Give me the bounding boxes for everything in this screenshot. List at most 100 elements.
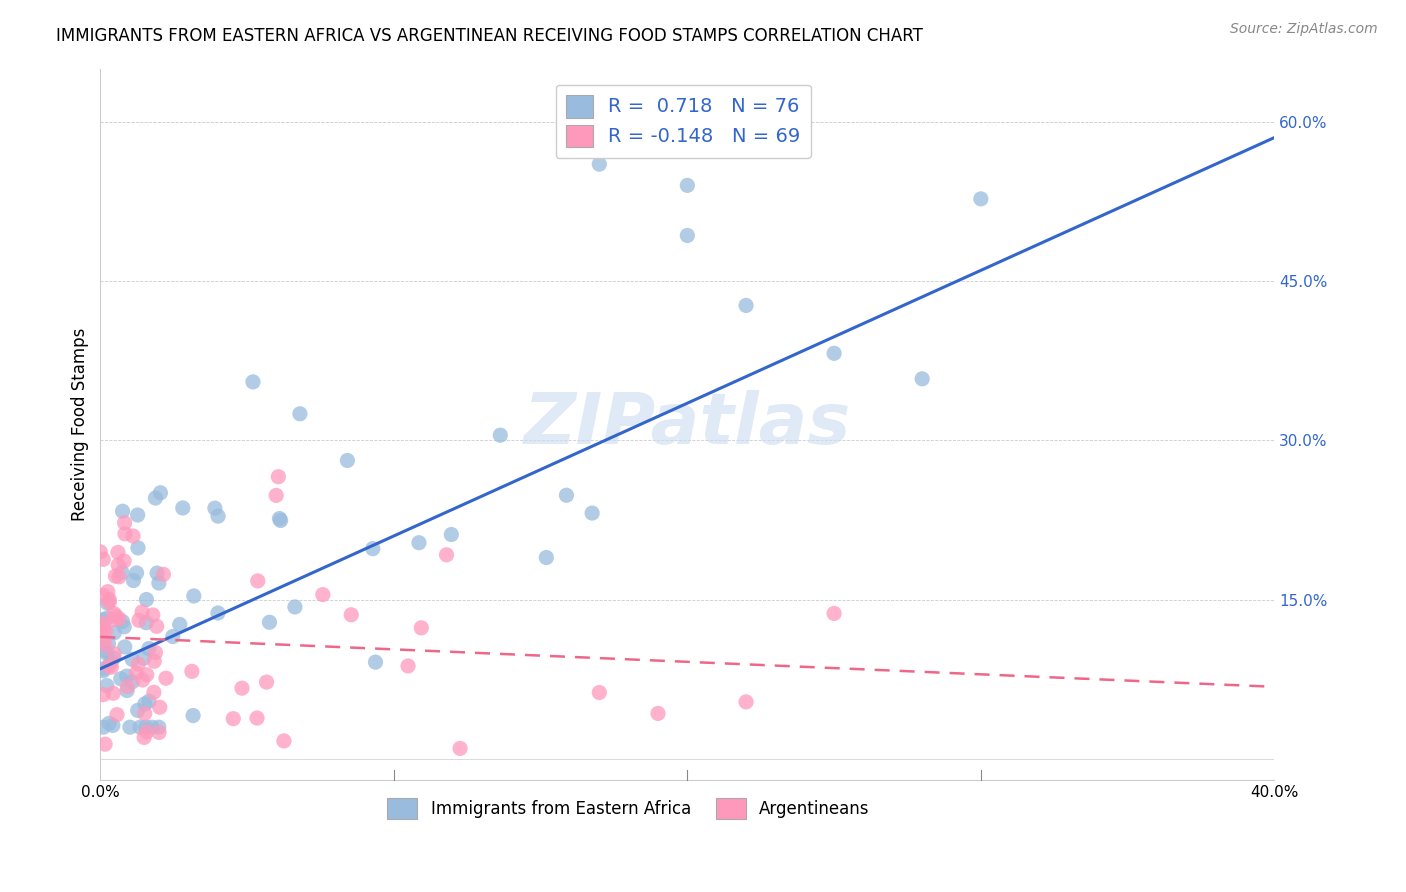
Point bbox=[131, 605, 153, 619]
Point bbox=[112, 554, 135, 568]
Point bbox=[104, 569, 127, 583]
Point bbox=[142, 685, 165, 699]
Point bbox=[91, 620, 114, 634]
Point bbox=[91, 616, 114, 631]
Point bbox=[284, 599, 307, 614]
Point bbox=[132, 731, 155, 745]
Point bbox=[122, 574, 145, 588]
Point bbox=[121, 652, 143, 666]
Point bbox=[96, 647, 118, 661]
Point bbox=[242, 375, 264, 389]
Point bbox=[288, 407, 311, 421]
Point bbox=[103, 651, 125, 665]
Point bbox=[115, 669, 138, 683]
Point bbox=[91, 720, 114, 734]
Point bbox=[169, 617, 191, 632]
Point bbox=[98, 592, 121, 607]
Point bbox=[436, 548, 458, 562]
Point bbox=[267, 469, 290, 483]
Point bbox=[256, 675, 278, 690]
Point bbox=[148, 720, 170, 734]
Point bbox=[155, 671, 177, 685]
Point bbox=[98, 716, 121, 731]
Point bbox=[121, 674, 143, 689]
Point bbox=[135, 615, 157, 630]
Point bbox=[127, 703, 149, 717]
Point bbox=[143, 654, 166, 668]
Point bbox=[207, 509, 229, 524]
Point bbox=[118, 720, 141, 734]
Point bbox=[94, 624, 117, 639]
Point bbox=[100, 655, 122, 669]
Point bbox=[134, 697, 156, 711]
Point bbox=[449, 741, 471, 756]
Text: ZIPatlas: ZIPatlas bbox=[523, 390, 851, 458]
Point bbox=[148, 576, 170, 591]
Text: Source: ZipAtlas.com: Source: ZipAtlas.com bbox=[1230, 22, 1378, 37]
Text: IMMIGRANTS FROM EASTERN AFRICA VS ARGENTINEAN RECEIVING FOOD STAMPS CORRELATION : IMMIGRANTS FROM EASTERN AFRICA VS ARGENT… bbox=[56, 27, 924, 45]
Point bbox=[103, 625, 125, 640]
Point bbox=[111, 504, 134, 518]
Point bbox=[105, 707, 128, 722]
Point bbox=[103, 686, 125, 700]
Point bbox=[91, 552, 114, 566]
Point bbox=[91, 664, 114, 678]
Point bbox=[91, 624, 114, 639]
Point bbox=[127, 508, 149, 522]
Point bbox=[180, 665, 202, 679]
Point bbox=[269, 511, 291, 525]
Point bbox=[207, 606, 229, 620]
Point bbox=[135, 667, 157, 681]
Y-axis label: Receiving Food Stamps: Receiving Food Stamps bbox=[72, 327, 89, 521]
Point bbox=[823, 346, 845, 360]
Point bbox=[273, 734, 295, 748]
Point bbox=[97, 659, 120, 673]
Point bbox=[145, 645, 167, 659]
Point bbox=[183, 589, 205, 603]
Point bbox=[141, 720, 163, 734]
Point bbox=[97, 637, 120, 651]
Point bbox=[555, 488, 578, 502]
Point bbox=[135, 720, 157, 734]
Point bbox=[129, 720, 152, 734]
Point bbox=[125, 666, 148, 681]
Point bbox=[127, 657, 149, 671]
Point bbox=[91, 632, 114, 646]
Point bbox=[93, 662, 115, 676]
Point bbox=[110, 672, 132, 686]
Point bbox=[222, 712, 245, 726]
Point bbox=[93, 643, 115, 657]
Point bbox=[145, 491, 167, 505]
Point bbox=[145, 619, 167, 633]
Point bbox=[100, 660, 122, 674]
Point bbox=[112, 620, 135, 634]
Point bbox=[138, 694, 160, 708]
Point bbox=[735, 298, 758, 312]
Point bbox=[340, 607, 363, 622]
Point bbox=[111, 615, 134, 629]
Point bbox=[396, 659, 419, 673]
Point bbox=[94, 638, 117, 652]
Point bbox=[125, 566, 148, 580]
Point bbox=[103, 612, 125, 626]
Point bbox=[115, 683, 138, 698]
Legend: Immigrants from Eastern Africa, Argentineans: Immigrants from Eastern Africa, Argentin… bbox=[381, 792, 876, 825]
Point bbox=[246, 574, 269, 588]
Point bbox=[98, 595, 121, 609]
Point bbox=[94, 737, 117, 751]
Point bbox=[588, 157, 610, 171]
Point bbox=[204, 501, 226, 516]
Point bbox=[440, 527, 463, 541]
Point bbox=[312, 588, 335, 602]
Point bbox=[138, 641, 160, 656]
Point bbox=[107, 558, 129, 573]
Point bbox=[103, 607, 125, 621]
Point bbox=[114, 640, 136, 654]
Point bbox=[536, 550, 558, 565]
Point bbox=[108, 570, 131, 584]
Point bbox=[246, 711, 269, 725]
Point bbox=[89, 545, 111, 559]
Point bbox=[181, 708, 204, 723]
Point bbox=[588, 685, 610, 699]
Point bbox=[135, 725, 157, 739]
